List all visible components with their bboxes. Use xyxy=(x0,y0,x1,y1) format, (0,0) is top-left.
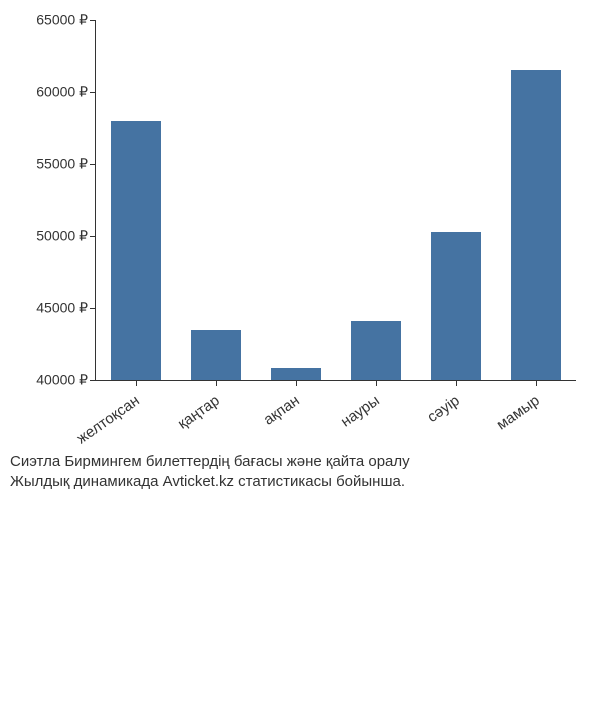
ytick-mark xyxy=(90,92,96,93)
ytick-mark xyxy=(90,380,96,381)
bar xyxy=(191,330,241,380)
xtick-label: сәуір xyxy=(82,392,463,666)
ytick-label: 65000 ₽ xyxy=(0,12,88,29)
xtick-label: науры xyxy=(67,392,382,620)
bar xyxy=(431,232,481,380)
xtick-mark xyxy=(136,380,137,386)
xtick-mark xyxy=(376,380,377,386)
bar xyxy=(511,70,561,380)
bar xyxy=(351,321,401,380)
xtick-mark xyxy=(296,380,297,386)
bar xyxy=(271,368,321,380)
ytick-label: 45000 ₽ xyxy=(0,300,88,317)
price-chart: Сиэтла Бирмингем билеттердің бағасы және… xyxy=(0,0,600,500)
ytick-label: 60000 ₽ xyxy=(0,84,88,101)
ytick-mark xyxy=(90,236,96,237)
xtick-mark xyxy=(456,380,457,386)
bar xyxy=(111,121,161,380)
xtick-mark xyxy=(216,380,217,386)
xtick-mark xyxy=(536,380,537,386)
ytick-label: 55000 ₽ xyxy=(0,156,88,173)
ytick-label: 40000 ₽ xyxy=(0,372,88,389)
plot-area xyxy=(95,20,576,381)
ytick-mark xyxy=(90,164,96,165)
ytick-mark xyxy=(90,20,96,21)
ytick-label: 50000 ₽ xyxy=(0,228,88,245)
ytick-mark xyxy=(90,308,96,309)
